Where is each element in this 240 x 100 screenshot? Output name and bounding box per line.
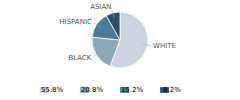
svg-text:WHITE: WHITE	[153, 42, 176, 50]
svg-text:8.2%: 8.2%	[163, 86, 181, 94]
svg-text:15.2%: 15.2%	[121, 86, 144, 94]
svg-text:20.8%: 20.8%	[81, 86, 104, 94]
svg-text:BLACK: BLACK	[68, 54, 91, 62]
svg-text:55.8%: 55.8%	[41, 86, 64, 94]
svg-text:ASIAN: ASIAN	[90, 3, 111, 11]
svg-text:HISPANIC: HISPANIC	[59, 18, 92, 26]
